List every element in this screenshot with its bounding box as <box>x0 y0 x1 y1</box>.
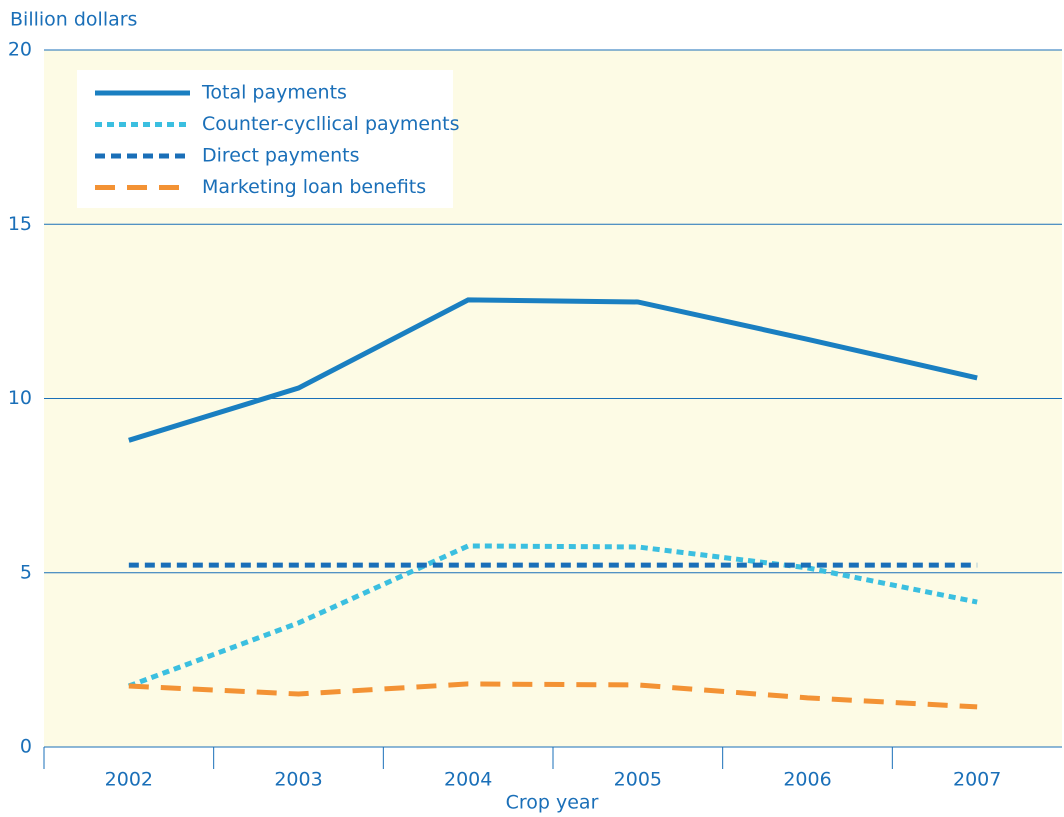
x-tick-label: 2006 <box>783 769 831 791</box>
x-tick-label: 2005 <box>614 769 662 791</box>
legend-label: Total payments <box>201 82 347 104</box>
x-tick-label: 2004 <box>444 769 492 791</box>
series-line <box>128 297 978 443</box>
y-axis-label: Billion dollars <box>10 9 137 31</box>
x-tick-label: 2002 <box>105 769 153 791</box>
y-tick-label: 10 <box>8 387 32 409</box>
y-tick-label: 5 <box>20 561 32 583</box>
legend-label: Direct payments <box>202 145 359 167</box>
series-line <box>127 543 978 689</box>
y-tick-label: 20 <box>8 39 32 61</box>
legend-label: Marketing loan benefits <box>202 176 426 198</box>
y-tick-label: 15 <box>8 213 32 235</box>
legend-label: Counter-cycllical payments <box>202 113 459 135</box>
x-axis-label: Crop year <box>506 792 599 814</box>
series-line <box>128 681 978 710</box>
y-tick-label: 0 <box>20 736 32 758</box>
x-tick-label: 2003 <box>274 769 322 791</box>
x-tick-label: 2007 <box>953 769 1001 791</box>
